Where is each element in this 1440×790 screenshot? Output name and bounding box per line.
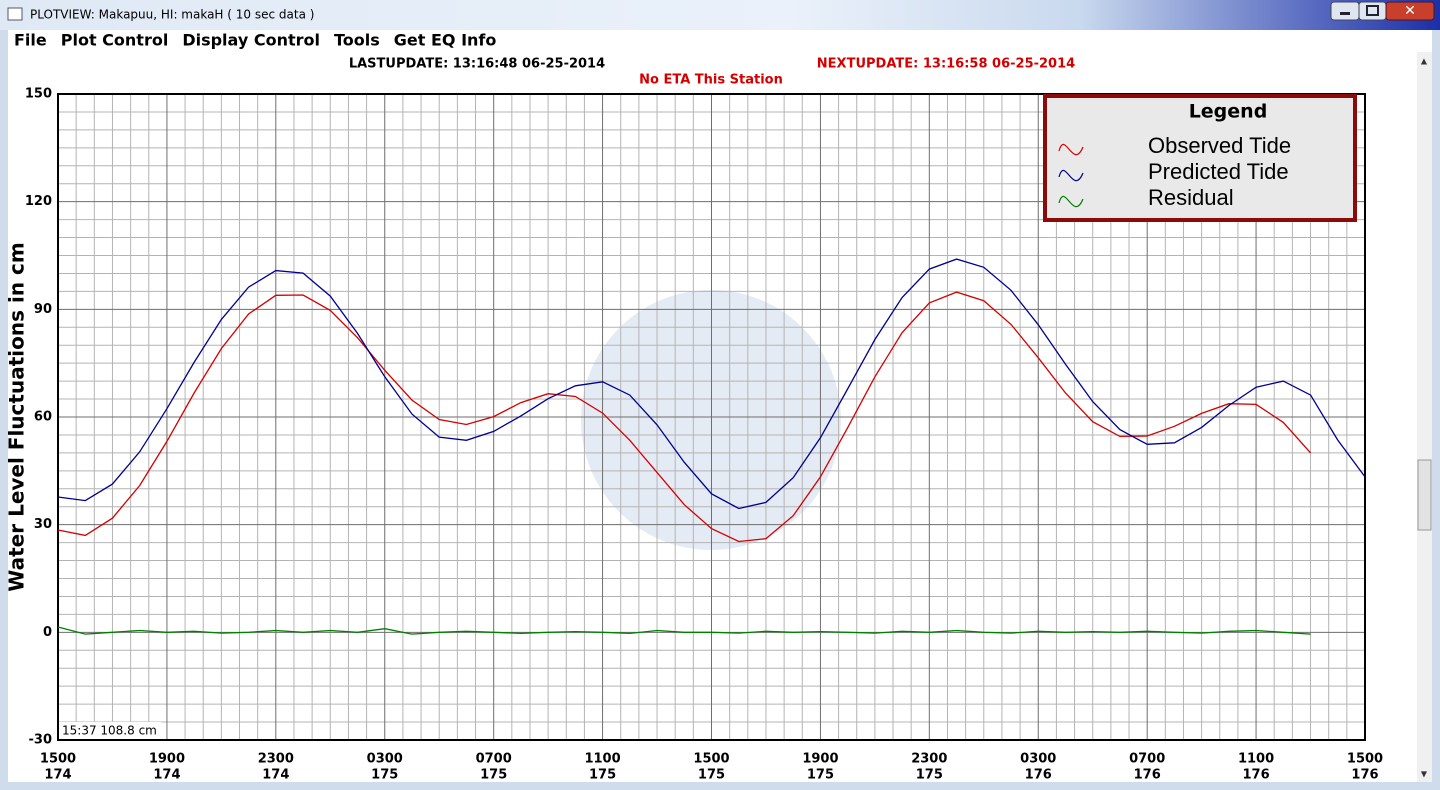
menu-item[interactable]: Get EQ Info — [394, 31, 497, 50]
y-tick-label: 120 — [25, 194, 52, 209]
y-tick-label: 90 — [34, 302, 52, 317]
last-update: LASTUPDATE: 13:16:48 06-25-2014 — [349, 57, 605, 72]
x-tick-day: 174 — [153, 768, 180, 783]
legend-icon — [1058, 143, 1084, 156]
x-tick-day: 176 — [1134, 768, 1161, 783]
menu-item[interactable]: File — [14, 31, 47, 50]
x-tick-label: 0700 — [476, 752, 512, 767]
series-line — [57, 291, 1312, 543]
status-box — [59, 722, 161, 739]
x-tick-label: 1500 — [693, 752, 729, 767]
x-tick-label: 1900 — [802, 752, 838, 767]
scroll-down[interactable]: ▼ — [1421, 770, 1428, 779]
minimize-icon — [1340, 12, 1350, 15]
menu-bar: File Plot Control Display Control Tools Get … — [14, 31, 496, 50]
x-tick-label: 0300 — [367, 752, 403, 767]
series-line — [57, 258, 1366, 510]
scroll-thumb[interactable] — [1417, 459, 1432, 531]
x-tick-label: 1100 — [1238, 752, 1274, 767]
menu-item[interactable]: Plot Control — [61, 31, 169, 50]
scroll-up[interactable]: ▲ — [1421, 57, 1428, 66]
window-buttons: ✕ — [1330, 1, 1435, 21]
x-tick-day: 175 — [698, 768, 725, 783]
y-tick-label: -30 — [29, 733, 53, 748]
y-axis-title: Water Level Fluctuations in cm — [5, 242, 29, 591]
eta-note: No ETA This Station — [639, 73, 783, 88]
x-tick-day: 175 — [589, 768, 616, 783]
menu-item[interactable]: Tools — [334, 31, 380, 50]
close-icon: ✕ — [1404, 3, 1416, 19]
maximize-icon — [1366, 5, 1379, 16]
window-title: PLOTVIEW: Makapuu, HI: makaH ( 10 sec da… — [30, 8, 314, 22]
legend-box — [1043, 94, 1357, 222]
x-tick-day: 174 — [262, 768, 289, 783]
maximize-button[interactable] — [1358, 1, 1387, 21]
plot-frame — [57, 93, 1366, 741]
x-tick-day: 175 — [371, 768, 398, 783]
x-tick-label: 0300 — [1020, 752, 1056, 767]
close-button[interactable] — [1385, 1, 1435, 21]
menu-item[interactable]: Display Control — [182, 31, 320, 50]
x-tick-label: 2300 — [258, 752, 294, 767]
x-tick-label: 1500 — [1347, 752, 1383, 767]
legend-label: Predicted Tide — [1148, 159, 1289, 184]
status-text: 15:37 108.8 cm — [62, 724, 157, 738]
series-line — [57, 626, 1311, 635]
y-tick-label: 150 — [25, 87, 52, 102]
x-tick-label: 1900 — [149, 752, 185, 767]
minimize-button[interactable] — [1330, 1, 1360, 21]
legend-label: Residual — [1148, 185, 1234, 210]
x-tick-label: 2300 — [911, 752, 947, 767]
x-tick-day: 175 — [807, 768, 834, 783]
y-tick-label: 60 — [34, 410, 52, 425]
x-tick-label: 1500 — [40, 752, 76, 767]
plot: -300306090120150150017419001742300174030… — [25, 87, 1383, 783]
x-tick-day: 175 — [480, 768, 507, 783]
legend-title: Legend — [1189, 101, 1268, 123]
x-tick-label: 0700 — [1129, 752, 1165, 767]
y-tick-label: 30 — [34, 517, 52, 532]
app-icon — [7, 7, 23, 21]
x-tick-day: 174 — [44, 768, 71, 783]
x-tick-day: 176 — [1351, 768, 1378, 783]
scroll-track — [1417, 52, 1432, 782]
next-update: NEXTUPDATE: 13:16:58 06-25-2014 — [817, 57, 1075, 72]
legend-icon — [1058, 169, 1084, 182]
legend-label: Observed Tide — [1148, 133, 1291, 158]
scrollbar: ▲ ▼ — [1417, 52, 1432, 782]
x-tick-label: 1100 — [584, 752, 620, 767]
y-tick-label: 0 — [43, 625, 52, 640]
title-bar — [0, 0, 1440, 30]
legend-icon — [1058, 195, 1084, 208]
x-tick-day: 176 — [1242, 768, 1269, 783]
x-tick-day: 175 — [916, 768, 943, 783]
x-tick-day: 176 — [1025, 768, 1052, 783]
